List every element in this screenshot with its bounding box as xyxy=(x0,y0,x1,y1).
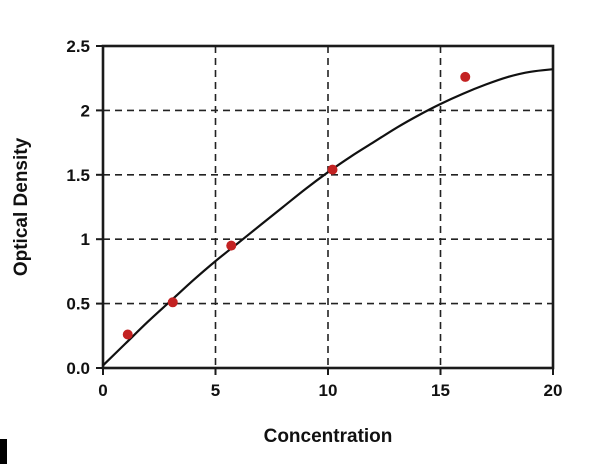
x-tick-label: 20 xyxy=(544,381,563,400)
data-point xyxy=(122,329,133,340)
y-tick-label: 0.0 xyxy=(66,359,90,378)
x-tick-label: 0 xyxy=(98,381,107,400)
data-point xyxy=(327,164,338,175)
data-point xyxy=(167,297,178,308)
y-axis-label: Optical Density xyxy=(11,137,32,276)
plot-area: 0 5 10 15 20 0.0 0.5 1 1.5 2 2.5 xyxy=(66,37,562,400)
y-tick-label: 1 xyxy=(81,230,90,249)
x-tick-label: 15 xyxy=(431,381,450,400)
crop-artifact xyxy=(0,439,7,464)
x-tick-label: 10 xyxy=(319,381,338,400)
y-tick-label: 0.5 xyxy=(66,295,90,314)
x-axis-label: Concentration xyxy=(264,426,393,447)
y-tick-label: 2.5 xyxy=(66,37,90,56)
fitted-curve xyxy=(102,68,554,367)
data-point xyxy=(226,240,237,251)
x-tick-label: 5 xyxy=(211,381,220,400)
y-tick-label: 1.5 xyxy=(66,166,90,185)
y-tick-label: 2 xyxy=(81,101,90,120)
data-point xyxy=(460,71,471,82)
